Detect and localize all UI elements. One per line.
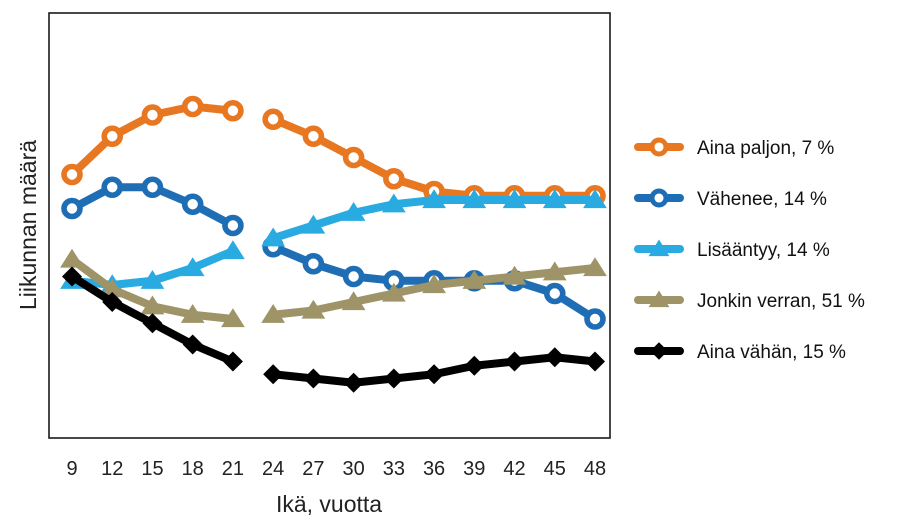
- legend-item: Aina vähän, 15 %: [634, 342, 846, 363]
- x-tick-label: 42: [503, 458, 525, 480]
- data-point: [342, 265, 365, 288]
- data-point: [182, 334, 203, 355]
- x-tick-label: 15: [141, 458, 163, 480]
- legend-marker: [649, 188, 669, 208]
- data-point: [381, 193, 406, 213]
- data-point: [583, 189, 607, 209]
- x-tick-label: 39: [463, 458, 485, 480]
- data-point: [141, 104, 164, 126]
- data-point: [424, 364, 445, 385]
- plot-area: [48, 12, 611, 439]
- legend-item: Vähenee, 14 %: [634, 188, 827, 210]
- series-5: [62, 266, 605, 393]
- data-point: [383, 167, 405, 190]
- data-point: [141, 176, 164, 199]
- data-point: [60, 248, 84, 268]
- data-point: [301, 214, 326, 234]
- x-tick-label: 9: [66, 458, 77, 480]
- legend-label: Aina paljon, 7 %: [697, 138, 834, 159]
- data-point: [262, 108, 284, 131]
- data-point: [61, 197, 83, 220]
- data-point: [102, 292, 123, 312]
- data-point: [222, 351, 243, 372]
- x-tick-label: 45: [544, 458, 566, 480]
- data-point: [341, 201, 366, 221]
- x-tick-label: 33: [383, 458, 405, 480]
- data-point: [502, 189, 527, 209]
- legend-item: Lisääntyy, 14 %: [634, 239, 830, 261]
- data-point: [222, 99, 244, 122]
- legend-label: Jonkin verran, 51 %: [697, 291, 865, 312]
- data-point: [381, 282, 406, 302]
- data-point: [301, 299, 326, 319]
- data-point: [261, 303, 286, 323]
- data-point: [61, 163, 83, 186]
- legend-marker: [649, 137, 669, 157]
- data-point: [383, 368, 404, 389]
- data-point: [502, 265, 527, 285]
- data-point: [543, 282, 566, 305]
- data-point: [462, 189, 487, 209]
- data-point: [100, 278, 125, 298]
- legend-item: Jonkin verran, 51 %: [634, 290, 865, 312]
- legend-marker: [648, 290, 670, 308]
- data-point: [180, 257, 205, 277]
- data-point: [302, 125, 325, 148]
- x-tick-labels: 9 12 15 18 21 24 27 30 33 36 39 42 45 48: [66, 458, 606, 480]
- x-tick-label: 21: [222, 458, 244, 480]
- data-point: [544, 347, 565, 368]
- x-tick-label: 30: [342, 458, 364, 480]
- x-tick-label: 36: [423, 458, 445, 480]
- y-axis-title: Liikunnan määrä: [15, 140, 41, 310]
- data-point: [342, 146, 365, 169]
- data-point: [140, 269, 165, 289]
- data-point: [542, 189, 567, 209]
- data-point: [140, 295, 165, 315]
- data-point: [585, 351, 605, 372]
- x-tick-label: 18: [182, 458, 204, 480]
- legend-marker: [648, 239, 670, 257]
- data-point: [583, 257, 607, 277]
- x-tick-label: 27: [302, 458, 324, 480]
- data-point: [101, 176, 124, 199]
- data-point: [101, 125, 124, 148]
- data-point: [142, 313, 163, 334]
- data-point: [422, 274, 446, 294]
- data-point: [584, 308, 606, 330]
- x-tick-label: 48: [584, 458, 606, 480]
- x-axis-title: Ikä, vuotta: [276, 491, 382, 517]
- data-point: [464, 355, 485, 376]
- legend-label: Vähenee, 14 %: [697, 189, 827, 210]
- series-layer: [60, 95, 607, 393]
- legend-label: Aina vähän, 15 %: [697, 342, 846, 363]
- series-4: [60, 248, 607, 328]
- data-point: [221, 240, 245, 260]
- legend: Aina paljon, 7 % Vähenee, 14 % Lisääntyy, …: [634, 137, 865, 363]
- data-point: [542, 261, 567, 281]
- x-tick-label: 24: [262, 458, 284, 480]
- data-point: [181, 95, 204, 118]
- legend-marker: [650, 342, 668, 360]
- legend-item: Aina paljon, 7 %: [634, 137, 834, 159]
- data-point: [341, 291, 366, 311]
- data-point: [303, 368, 324, 389]
- x-tick-label: 12: [101, 458, 123, 480]
- data-point: [222, 214, 244, 237]
- data-point: [504, 351, 525, 372]
- data-point: [422, 189, 446, 209]
- data-point: [343, 372, 364, 393]
- data-point: [62, 266, 82, 287]
- legend-label: Lisääntyy, 14 %: [697, 240, 830, 261]
- data-point: [462, 269, 487, 289]
- data-point: [263, 364, 284, 385]
- data-point: [261, 227, 286, 247]
- data-point: [221, 308, 245, 328]
- data-point: [181, 193, 204, 216]
- data-point: [180, 303, 205, 323]
- data-point: [302, 252, 325, 275]
